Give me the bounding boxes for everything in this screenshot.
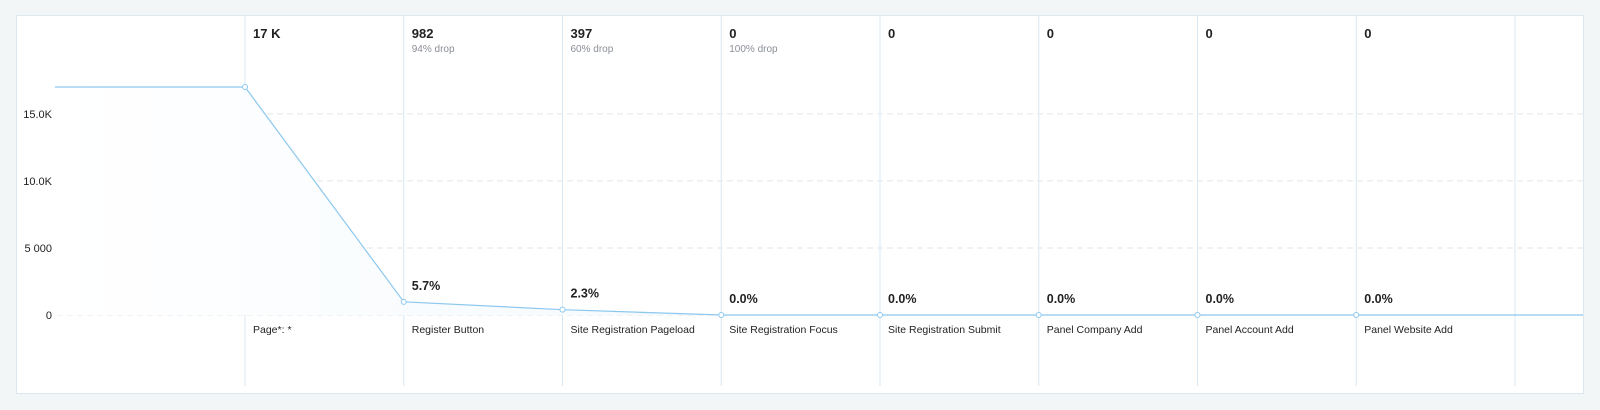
funnel-chart: 0 5 000 10.0K 15.0K 17 K Page*: * 982 94% drop 5… [23,16,1583,386]
funnel-point [1353,312,1360,318]
funnel-line [55,86,1583,316]
step-conversion-label: 2.3% [571,287,600,301]
step-name-label: Site Registration Pageload [571,324,695,336]
step-name-label: Site Registration Submit [888,324,1001,336]
step-drop-label: 60% drop [571,44,614,55]
step-conversion-label: 0.0% [1364,292,1393,306]
step-count-label: 0 [1364,26,1371,41]
step-name-label: Panel Account Add [1206,324,1294,336]
funnel-point [1194,312,1201,318]
y-tick-label: 5 000 [24,243,52,255]
step-name-label: Panel Company Add [1047,324,1143,336]
y-tick-label: 10.0K [23,176,52,188]
step-conversion-label: 0.0% [1047,292,1076,306]
step-name-label: Panel Website Add [1364,324,1453,336]
y-tick-label: 0 [46,310,52,322]
step-count-label: 0 [888,26,895,41]
step-conversion-label: 0.0% [1206,292,1235,306]
funnel-point [1035,312,1042,318]
funnel-point [559,306,566,313]
step-count-label: 0 [1047,26,1054,41]
step-name-label: Page*: * [253,324,292,336]
funnel-area [55,87,1583,315]
funnel-point [718,312,725,318]
funnel-point [242,84,248,90]
step-name-label: Site Registration Focus [729,324,838,336]
step-conversion-label: 0.0% [888,292,917,306]
step-drop-label: 100% drop [729,44,778,55]
step-count-label: 0 [729,26,736,41]
step-drop-label: 94% drop [412,44,455,55]
funnel-chart-panel: 0 5 000 10.0K 15.0K 17 K Page*: * 982 94% drop 5… [16,15,1584,394]
step-conversion-label: 0.0% [729,292,758,306]
step-count-label: 17 K [253,26,281,41]
funnel-point [400,298,407,305]
step-name-label: Register Button [412,324,485,336]
step-count-label: 397 [571,26,593,41]
step-count-label: 0 [1206,26,1213,41]
funnel-point [877,312,883,318]
step-count-label: 982 [412,26,434,41]
step-conversion-label: 5.7% [412,279,441,293]
y-tick-label: 15.0K [23,109,52,121]
